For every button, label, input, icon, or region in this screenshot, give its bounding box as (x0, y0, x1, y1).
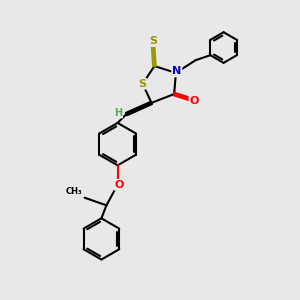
Text: O: O (190, 96, 199, 106)
Text: H: H (114, 108, 122, 118)
Text: S: S (138, 79, 146, 89)
Text: CH₃: CH₃ (66, 187, 82, 196)
Text: S: S (149, 36, 157, 46)
Text: O: O (114, 180, 124, 190)
Text: N: N (172, 66, 182, 76)
